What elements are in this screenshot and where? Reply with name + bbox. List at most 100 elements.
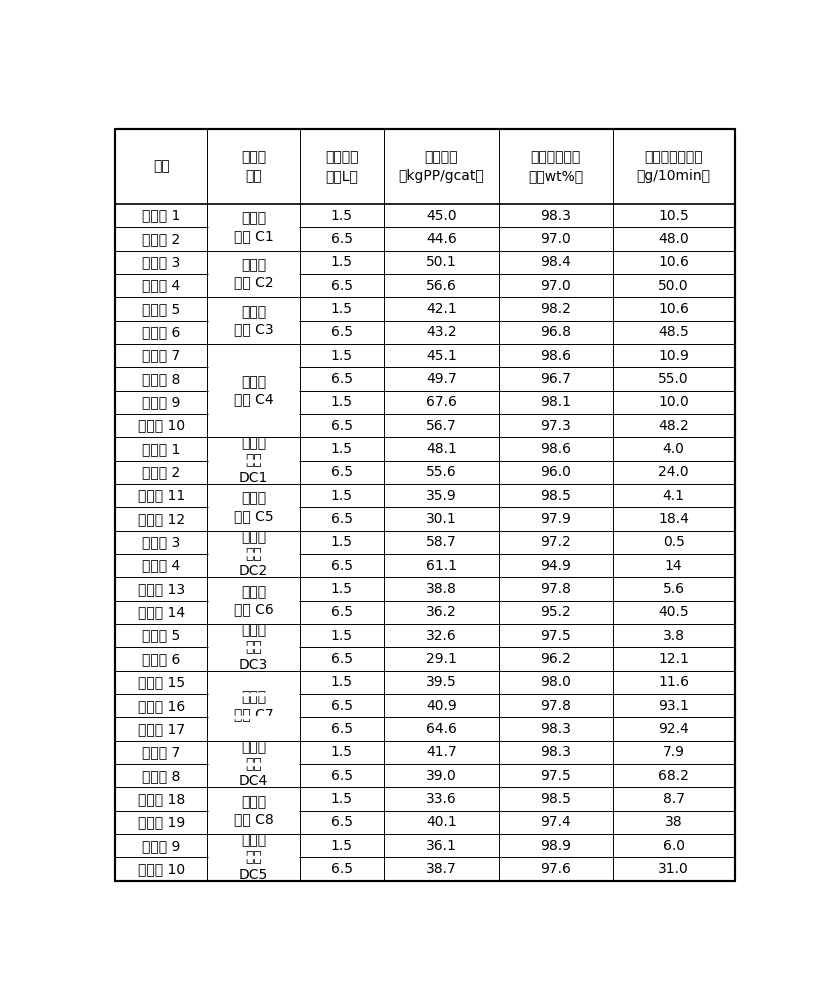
Text: 96.2: 96.2 <box>540 652 570 666</box>
Text: 催化剂
组分 C7: 催化剂 组分 C7 <box>233 690 273 721</box>
Text: 58.7: 58.7 <box>426 535 456 549</box>
Text: 38.8: 38.8 <box>426 582 456 596</box>
Text: 98.3: 98.3 <box>540 209 570 223</box>
Text: 6.5: 6.5 <box>330 465 353 479</box>
Text: 氢气加入
量（L）: 氢气加入 量（L） <box>325 150 359 183</box>
Text: 10.6: 10.6 <box>657 255 688 269</box>
Text: 31.0: 31.0 <box>657 862 688 876</box>
Text: 催化剂
组分: 催化剂 组分 <box>241 150 266 183</box>
Text: 催化剂
组分
DC5: 催化剂 组分 DC5 <box>238 833 267 882</box>
Text: 98.5: 98.5 <box>540 792 570 806</box>
Text: 实施例 6: 实施例 6 <box>142 325 181 339</box>
Text: 1.5: 1.5 <box>330 395 353 409</box>
Text: 35.9: 35.9 <box>426 489 456 503</box>
Text: 97.4: 97.4 <box>540 815 570 829</box>
Text: 92.4: 92.4 <box>657 722 688 736</box>
Text: 1.5: 1.5 <box>330 745 353 759</box>
Text: 3.8: 3.8 <box>662 629 684 643</box>
Text: 6.5: 6.5 <box>330 652 353 666</box>
Text: 11.6: 11.6 <box>657 675 688 689</box>
Text: 14: 14 <box>664 559 681 573</box>
Text: 10.9: 10.9 <box>657 349 688 363</box>
Text: 38.7: 38.7 <box>426 862 456 876</box>
Text: 实施例 11: 实施例 11 <box>137 489 185 503</box>
Text: 56.6: 56.6 <box>426 279 456 293</box>
Text: 10.5: 10.5 <box>657 209 688 223</box>
Text: 44.6: 44.6 <box>426 232 456 246</box>
Text: 50.0: 50.0 <box>657 279 688 293</box>
Text: 43.2: 43.2 <box>426 325 456 339</box>
Text: 催化剂
组分 C4: 催化剂 组分 C4 <box>233 375 273 406</box>
Text: 6.5: 6.5 <box>330 232 353 246</box>
Text: 97.5: 97.5 <box>540 769 570 783</box>
Text: 48.2: 48.2 <box>657 419 688 433</box>
Text: 实施例 16: 实施例 16 <box>137 699 185 713</box>
Text: 实施例 14: 实施例 14 <box>137 605 185 619</box>
Text: 聚合物熔融指数
（g/10min）: 聚合物熔融指数 （g/10min） <box>636 150 710 183</box>
Text: 97.3: 97.3 <box>540 419 570 433</box>
Text: 对比例 5: 对比例 5 <box>142 629 181 643</box>
Text: 催化剂
组分
DC2: 催化剂 组分 DC2 <box>238 530 267 578</box>
Text: 95.2: 95.2 <box>540 605 570 619</box>
Text: 48.0: 48.0 <box>657 232 688 246</box>
Text: 1.5: 1.5 <box>330 675 353 689</box>
Text: 对比例 3: 对比例 3 <box>142 535 181 549</box>
Text: 6.5: 6.5 <box>330 419 353 433</box>
Text: 98.3: 98.3 <box>540 722 570 736</box>
Text: 1.5: 1.5 <box>330 535 353 549</box>
Text: 33.6: 33.6 <box>426 792 456 806</box>
Text: 6.5: 6.5 <box>330 862 353 876</box>
Text: 56.7: 56.7 <box>426 419 456 433</box>
Text: 5.6: 5.6 <box>662 582 684 596</box>
Text: 1.5: 1.5 <box>330 302 353 316</box>
Text: 39.5: 39.5 <box>426 675 456 689</box>
Text: 10.0: 10.0 <box>657 395 688 409</box>
Text: 36.2: 36.2 <box>426 605 456 619</box>
Text: 1.5: 1.5 <box>330 489 353 503</box>
Text: 10.6: 10.6 <box>657 302 688 316</box>
Text: 97.0: 97.0 <box>540 232 570 246</box>
Text: 40.5: 40.5 <box>657 605 688 619</box>
Text: 聚合物等规指
数（wt%）: 聚合物等规指 数（wt%） <box>527 150 583 183</box>
Text: 98.6: 98.6 <box>540 349 570 363</box>
Text: 55.6: 55.6 <box>426 465 456 479</box>
Text: 催化剂
组分
DC3: 催化剂 组分 DC3 <box>238 623 267 672</box>
Text: 实施例 4: 实施例 4 <box>142 279 181 293</box>
Text: 6.5: 6.5 <box>330 769 353 783</box>
Text: 1.5: 1.5 <box>330 209 353 223</box>
Text: 96.0: 96.0 <box>540 465 570 479</box>
Text: 18.4: 18.4 <box>657 512 688 526</box>
Text: 编号: 编号 <box>152 160 170 174</box>
Text: 98.3: 98.3 <box>540 745 570 759</box>
Text: 实施例 13: 实施例 13 <box>137 582 185 596</box>
Text: 1.5: 1.5 <box>330 349 353 363</box>
Text: 对比例 2: 对比例 2 <box>142 465 181 479</box>
Text: 实施例 2: 实施例 2 <box>142 232 181 246</box>
Text: 50.1: 50.1 <box>426 255 456 269</box>
Text: 48.5: 48.5 <box>657 325 688 339</box>
Text: 61.1: 61.1 <box>426 559 456 573</box>
Text: 4.0: 4.0 <box>662 442 684 456</box>
Text: 实施例 3: 实施例 3 <box>142 255 181 269</box>
Text: 98.4: 98.4 <box>540 255 570 269</box>
Text: 42.1: 42.1 <box>426 302 456 316</box>
Text: 29.1: 29.1 <box>426 652 456 666</box>
Text: 实施例 9: 实施例 9 <box>142 395 181 409</box>
Text: 实施例 18: 实施例 18 <box>137 792 185 806</box>
Text: 97.8: 97.8 <box>540 582 570 596</box>
Text: 6.5: 6.5 <box>330 372 353 386</box>
Text: 55.0: 55.0 <box>657 372 688 386</box>
Text: 聚合活性
（kgPP/gcat）: 聚合活性 （kgPP/gcat） <box>398 150 484 183</box>
Text: 6.5: 6.5 <box>330 815 353 829</box>
Text: 实施例 12: 实施例 12 <box>137 512 185 526</box>
Text: 97.0: 97.0 <box>540 279 570 293</box>
Text: 24.0: 24.0 <box>657 465 688 479</box>
Text: 实施例 7: 实施例 7 <box>142 349 181 363</box>
Text: 实施例 1: 实施例 1 <box>142 209 181 223</box>
Text: 催化剂
组分 C2: 催化剂 组分 C2 <box>233 258 273 290</box>
Text: 36.1: 36.1 <box>426 839 456 853</box>
Text: 64.6: 64.6 <box>426 722 456 736</box>
Text: 6.5: 6.5 <box>330 699 353 713</box>
Text: 6.5: 6.5 <box>330 325 353 339</box>
Text: 97.2: 97.2 <box>540 535 570 549</box>
